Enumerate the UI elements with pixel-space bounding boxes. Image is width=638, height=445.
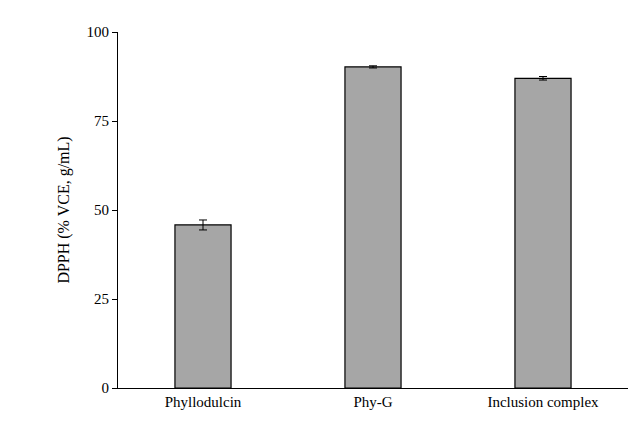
svg-text:100: 100 [87, 24, 110, 40]
svg-text:25: 25 [94, 291, 109, 307]
svg-text:Phyllodulcin: Phyllodulcin [165, 394, 242, 410]
svg-text:0: 0 [102, 380, 110, 396]
svg-text:75: 75 [94, 113, 109, 129]
svg-text:50: 50 [94, 202, 109, 218]
svg-text:Phy-G: Phy-G [353, 394, 392, 410]
svg-text:Inclusion complex: Inclusion complex [487, 394, 599, 410]
svg-text:DPPH (% VCE, g/mL): DPPH (% VCE, g/mL) [55, 136, 73, 283]
